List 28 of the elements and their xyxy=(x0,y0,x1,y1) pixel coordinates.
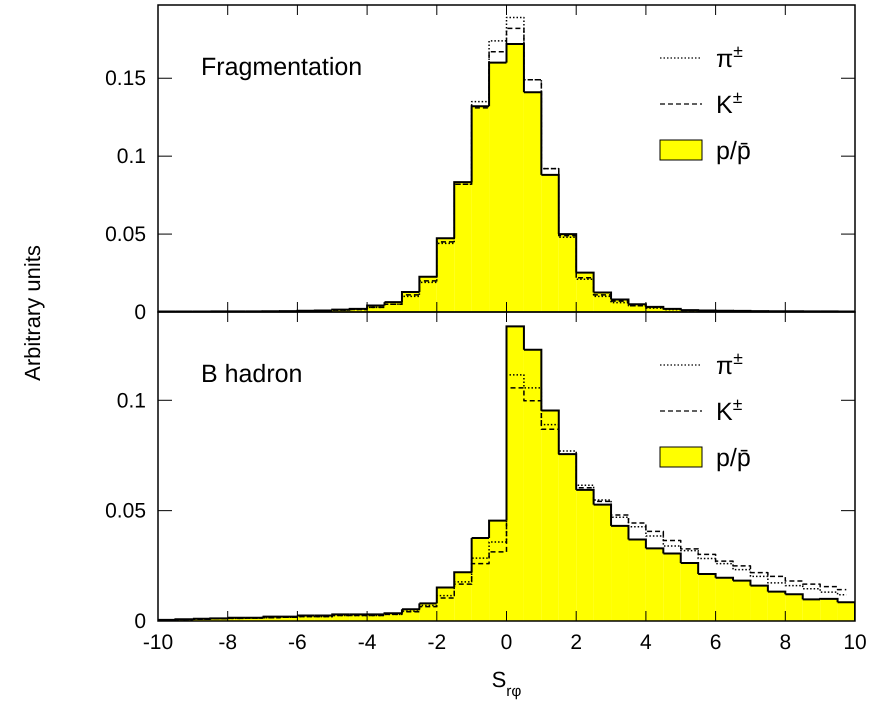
legend-label: π$^{±}$ xyxy=(716,41,744,73)
x-tick-label: -6 xyxy=(288,631,307,654)
x-tick-label: 10 xyxy=(843,631,867,654)
x-tick-label: 6 xyxy=(710,631,722,654)
y-tick-label: 0.1 xyxy=(116,389,146,412)
y-tick-label: 0 xyxy=(134,610,146,633)
x-tick-label: -10 xyxy=(142,631,174,654)
x-tick-label: 0 xyxy=(500,631,512,654)
x-tick-label: -8 xyxy=(218,631,238,654)
legend-label: p/p̄ xyxy=(716,444,751,472)
y-tick-label: 0.05 xyxy=(105,500,146,523)
x-tick-label: -2 xyxy=(427,631,446,654)
x-tick-label: 8 xyxy=(779,631,792,654)
x-tick-label: 4 xyxy=(640,631,652,654)
text: Fragmentation xyxy=(201,53,362,81)
x-axis-title: S$_{rφ}$ xyxy=(492,667,522,700)
legend-label: K$^{±}$ xyxy=(716,87,743,119)
x-tick-label: -4 xyxy=(358,631,377,654)
text: B hadron xyxy=(201,360,302,388)
y-tick-label: 0.1 xyxy=(116,145,146,168)
legend-label: p/p̄ xyxy=(716,137,751,165)
y-tick-label: 0.15 xyxy=(105,67,146,90)
legend-label: π$^{±}$ xyxy=(716,348,744,380)
y-tick-label: 0 xyxy=(134,301,146,324)
x-tick-label: 2 xyxy=(570,631,582,654)
legend-label: K$^{±}$ xyxy=(716,394,743,426)
y-axis-title: Arbitrary units xyxy=(20,245,45,381)
y-tick-label: 0.05 xyxy=(105,223,146,246)
